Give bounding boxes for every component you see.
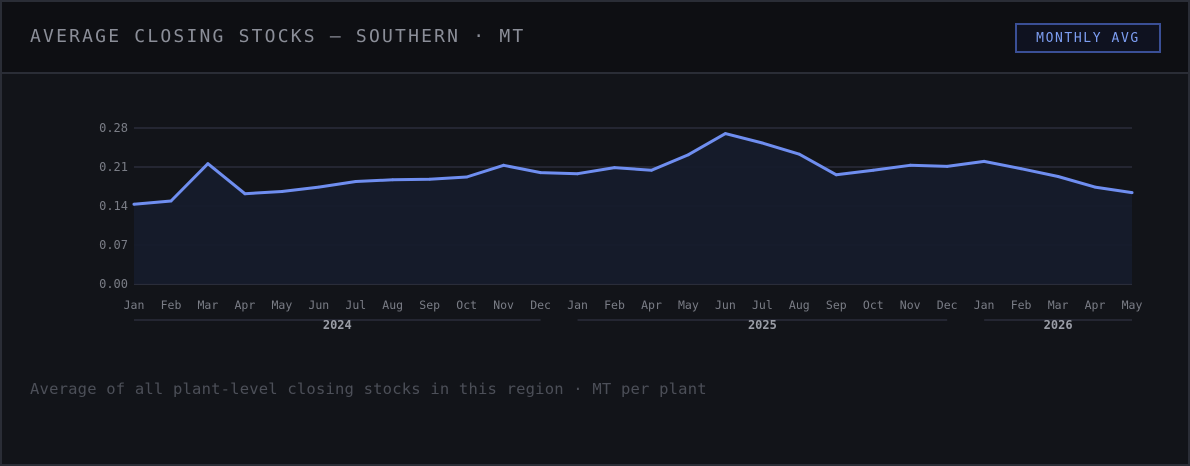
data-point <box>613 166 616 170</box>
x-tick-label: Feb <box>161 298 182 312</box>
data-point <box>428 177 432 181</box>
data-point <box>502 163 506 167</box>
chart-title: AVERAGE CLOSING STOCKS — SOUTHERN · MT <box>30 26 526 47</box>
x-tick-label: Feb <box>1011 298 1032 312</box>
x-tick-label: Oct <box>456 298 477 312</box>
y-tick-label: 0.28 <box>99 121 128 135</box>
x-tick-label: Dec <box>937 298 958 312</box>
x-tick-label: Apr <box>641 298 662 312</box>
year-group-label: 2026 <box>1044 318 1073 332</box>
series-line <box>133 132 1133 206</box>
data-point <box>797 152 801 156</box>
data-point <box>132 202 136 206</box>
chart-area: 0.28 0.21 0.14 0.07 0.00 Jan Feb Mar Apr May Jun Ju… <box>2 76 1188 356</box>
x-tick-label: Mar <box>198 298 219 312</box>
x-tick-label: Jul <box>345 298 366 312</box>
data-point <box>1019 167 1023 171</box>
data-point <box>539 171 543 175</box>
data-point <box>317 185 321 189</box>
year-group-label: 2025 <box>748 318 777 332</box>
x-tick-label: Jan <box>567 298 588 312</box>
year-group-label: 2024 <box>323 318 352 332</box>
data-point <box>280 190 284 193</box>
data-point <box>760 141 764 145</box>
panel-header: AVERAGE CLOSING STOCKS — SOUTHERN · MT M… <box>2 2 1188 74</box>
x-tick-label: Nov <box>900 298 921 312</box>
data-point <box>243 192 247 196</box>
data-point <box>391 178 395 182</box>
y-tick-label: 0.07 <box>99 238 128 252</box>
data-point <box>982 159 986 163</box>
data-point <box>1130 191 1134 195</box>
x-tick-label: Apr <box>1085 298 1106 312</box>
x-tick-label: May <box>1122 298 1143 312</box>
x-tick-label: May <box>272 298 293 312</box>
x-tick-label: Jan <box>124 298 145 312</box>
x-tick-label: Oct <box>863 298 884 312</box>
x-tick-label: Sep <box>419 298 440 312</box>
data-point <box>576 172 580 176</box>
x-tick-label: Nov <box>493 298 514 312</box>
x-tick-label: Feb <box>604 298 625 312</box>
data-point <box>723 132 727 136</box>
data-point <box>834 173 838 177</box>
data-point <box>1056 175 1060 178</box>
x-tick-label: Jan <box>974 298 995 312</box>
x-tick-label: May <box>678 298 699 312</box>
x-tick-label: Aug <box>382 298 403 312</box>
data-point <box>686 153 690 157</box>
x-tick-label: Apr <box>235 298 256 312</box>
data-point <box>908 163 912 167</box>
x-tick-label: Dec <box>530 298 551 312</box>
data-point <box>1093 185 1097 189</box>
y-tick-label: 0.21 <box>99 160 128 174</box>
x-tick-label: Sep <box>826 298 847 312</box>
data-point <box>650 168 653 172</box>
data-point <box>465 175 469 179</box>
y-tick-label: 0.00 <box>99 277 128 291</box>
x-tick-label: Aug <box>789 298 810 312</box>
line-chart: 0.28 0.21 0.14 0.07 0.00 Jan Feb Mar Apr May Jun Ju… <box>99 121 1143 332</box>
monthly-avg-badge[interactable]: MONTHLY AVG <box>1015 23 1161 53</box>
x-tick-label: Mar <box>1048 298 1069 312</box>
data-point <box>945 164 949 168</box>
chart-footnote: Average of all plant-level closing stock… <box>30 380 707 398</box>
x-tick-label: Jul <box>752 298 773 312</box>
data-point <box>354 180 358 183</box>
data-point <box>169 199 173 203</box>
area-fill <box>134 133 1132 284</box>
x-tick-label: Jun <box>308 298 329 312</box>
y-tick-label: 0.14 <box>99 199 128 213</box>
data-point <box>206 162 210 166</box>
x-tick-label: Jun <box>715 298 736 312</box>
data-point <box>871 168 875 172</box>
